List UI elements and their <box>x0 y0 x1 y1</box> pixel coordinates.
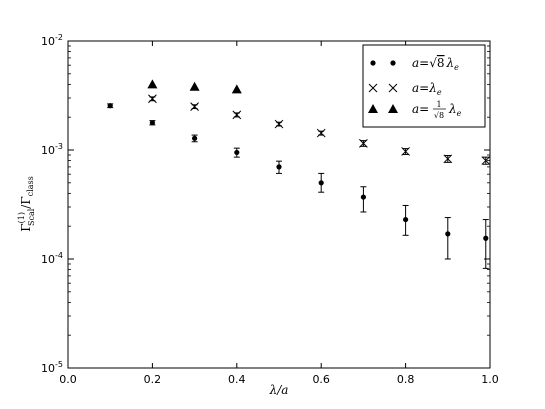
data-point-dot <box>149 120 155 126</box>
legend-label-inv-sqrt8: a= <box>412 102 429 116</box>
x-tick-label: 0.2 <box>144 373 162 386</box>
data-point-x <box>443 154 453 164</box>
legend-marker-dot-2 <box>390 60 396 66</box>
legend: a=√8 λe a=λe a= 1 √8 λe <box>362 44 486 128</box>
data-point-x <box>401 147 410 156</box>
data-point-triangle <box>231 84 242 94</box>
x-tick-label: 0.0 <box>59 373 77 386</box>
data-point-x <box>316 128 326 138</box>
x-tick-label: 0.6 <box>312 373 330 386</box>
legend-frac-num: 1 <box>436 100 441 109</box>
legend-marker-triangle-2 <box>388 104 398 113</box>
legend-label-inv-sqrt8-tail: λe <box>448 102 462 118</box>
data-point-x <box>190 102 199 111</box>
legend-marker-x-2 <box>388 83 398 93</box>
legend-entry-inv-sqrt8: a= 1 √8 λe <box>368 100 462 120</box>
legend-label-lambda: a=λe <box>412 81 442 97</box>
data-point-dot <box>276 164 282 170</box>
y-axis-label-den-sub: class <box>26 176 35 196</box>
data-point-dot <box>360 194 366 200</box>
data-point-triangle <box>147 79 158 89</box>
y-axis-label: Γ(1)Scal/Γclass <box>17 176 36 231</box>
legend-entry-lambda: a=λe <box>368 81 442 97</box>
y-tick-label: 10-5 <box>41 360 63 375</box>
y-axis-label-gamma: Γ <box>19 223 33 231</box>
data-point-dot <box>403 216 409 223</box>
y-tick-label: 10-2 <box>41 33 63 48</box>
legend-frac-den: √8 <box>434 111 444 120</box>
x-axis-label: λ/a <box>269 383 289 397</box>
data-point-dot <box>192 135 198 141</box>
axis-ticks: 0.0 0.2 0.4 0.6 0.8 1.0 10-5 10-4 10-3 10-2 <box>41 33 499 386</box>
y-axis-label-sub: Scal <box>27 208 36 226</box>
x-tick-label: 0.8 <box>397 373 415 386</box>
y-tick-label: 10-3 <box>41 142 63 157</box>
x-tick-label: 0.4 <box>228 373 246 386</box>
legend-entry-sqrt8: a=√8 λe <box>370 56 459 72</box>
data-point-dot <box>318 180 324 186</box>
data-point-dot <box>445 231 451 237</box>
data-point-triangle <box>189 81 200 91</box>
data-point-x <box>274 119 284 129</box>
y-axis-label-den: /Γ <box>19 196 33 208</box>
legend-marker-triangle-1 <box>368 104 378 113</box>
data-marks <box>107 79 491 269</box>
data-point-dot <box>107 103 113 109</box>
y-axis-label-sup: (1) <box>17 212 26 223</box>
legend-label-sqrt8: a=√8 λe <box>412 56 459 72</box>
data-point-x <box>148 94 157 104</box>
data-point-x <box>481 156 491 165</box>
data-point-x <box>232 110 242 120</box>
legend-marker-dot-1 <box>370 60 376 66</box>
data-point-dot <box>234 149 240 156</box>
y-tick-label: 10-4 <box>41 251 63 266</box>
x-tick-label: 1.0 <box>481 373 499 386</box>
legend-box <box>362 44 486 128</box>
legend-marker-x-1 <box>368 83 378 93</box>
data-point-dot <box>483 235 489 241</box>
data-point-x <box>359 139 368 148</box>
